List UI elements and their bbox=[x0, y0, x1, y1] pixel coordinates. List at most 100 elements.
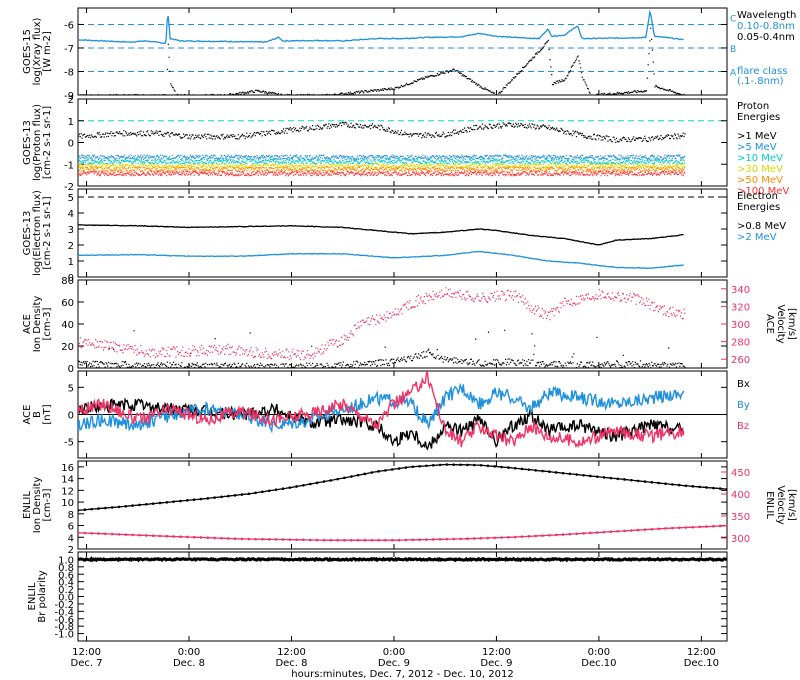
series-marker bbox=[513, 466, 517, 470]
series-marker bbox=[274, 538, 278, 541]
series-marker bbox=[671, 558, 674, 561]
series-marker bbox=[295, 558, 298, 561]
series-marker bbox=[636, 479, 640, 483]
series-marker bbox=[431, 538, 435, 541]
series-marker bbox=[630, 478, 633, 482]
legend-entry: >100 MeV bbox=[737, 186, 789, 197]
series-group bbox=[78, 556, 727, 563]
series-marker bbox=[589, 531, 592, 535]
y-tick-label-right: 280 bbox=[731, 338, 750, 349]
series-marker bbox=[623, 478, 626, 481]
series-marker bbox=[541, 469, 544, 473]
series-marker bbox=[411, 538, 415, 542]
series-marker bbox=[602, 558, 606, 561]
panel-goes13-electron: 0 1 2 3 4 5 GOES-13 log(Electron flux) [cm-2 s-1… bbox=[22, 188, 786, 284]
series-marker bbox=[97, 507, 100, 510]
series-marker bbox=[267, 489, 271, 493]
series-marker bbox=[261, 558, 264, 561]
series-marker bbox=[411, 465, 415, 469]
series-marker bbox=[411, 558, 415, 561]
panel-goes13-proton: -2 -1 0 1 2 GOES-13 log(Proton flux) [cm-2 s-1 … bbox=[22, 95, 789, 197]
panel-goes15-xray: C B A -9 -8 -7 -6 GOES-15 log(Xray flux) [W m-2] W… bbox=[22, 7, 796, 102]
series-marker bbox=[554, 471, 558, 474]
series-marker bbox=[363, 472, 367, 476]
series-marker bbox=[684, 484, 688, 488]
series-marker bbox=[486, 464, 490, 468]
series-marker bbox=[397, 558, 401, 561]
series-marker bbox=[97, 532, 100, 535]
series-marker bbox=[609, 530, 613, 534]
series-marker bbox=[145, 502, 148, 506]
y-axis-label: [nT] bbox=[42, 404, 53, 424]
legend-entry: >50 MeV bbox=[737, 175, 783, 186]
series-marker bbox=[117, 558, 121, 561]
series-marker bbox=[281, 538, 285, 541]
series-marker bbox=[527, 468, 531, 471]
series-marker bbox=[226, 494, 230, 498]
series-marker bbox=[479, 463, 483, 467]
series-marker bbox=[308, 538, 312, 542]
series-marker bbox=[206, 558, 210, 561]
y-axis-label: [cm-3] bbox=[42, 488, 53, 521]
series-marker bbox=[254, 558, 257, 561]
series-marker bbox=[725, 524, 727, 527]
series-marker bbox=[192, 535, 196, 539]
y-axis-label: [cm-3] bbox=[42, 307, 53, 340]
y-tick-label: 2 bbox=[68, 95, 74, 106]
series-marker bbox=[466, 537, 469, 541]
series-marker bbox=[684, 526, 688, 529]
series-marker bbox=[370, 558, 374, 561]
x-tick-label-time: 12:00 bbox=[72, 647, 101, 658]
y-tick-label: 1 bbox=[68, 117, 74, 128]
series-marker bbox=[507, 535, 510, 539]
series-marker bbox=[705, 486, 708, 489]
x-tick-label-time: 0:00 bbox=[588, 647, 610, 658]
series-marker bbox=[404, 538, 408, 542]
series-marker bbox=[712, 558, 715, 561]
y-tick-label-right: 260 bbox=[731, 355, 750, 366]
series-marker bbox=[138, 533, 141, 537]
y-tick-label: 8 bbox=[68, 510, 74, 521]
series-marker bbox=[589, 558, 592, 561]
series-marker bbox=[384, 558, 387, 561]
series-marker bbox=[712, 486, 715, 490]
x-tick-label-date: Dec. 7 bbox=[71, 658, 103, 669]
series-marker bbox=[363, 538, 367, 542]
series-marker bbox=[650, 527, 654, 531]
series-marker bbox=[370, 471, 374, 474]
series-marker bbox=[657, 481, 660, 485]
y-axis-label: GOES-15 bbox=[22, 29, 33, 74]
series-marker bbox=[254, 491, 257, 495]
y-tick-label: 0.0 bbox=[58, 593, 74, 604]
x-tick-label-date: Dec.10 bbox=[581, 658, 616, 669]
series-marker bbox=[363, 558, 367, 561]
series-line-08mev bbox=[78, 224, 684, 246]
legend-entry: 0.05-0.4nm bbox=[737, 32, 795, 43]
panel-frame bbox=[77, 460, 728, 550]
panel-enlil-polarity: -1.0-0.8-0.6-0.4-0.20.00.20.40.60.81.0 EN… bbox=[27, 551, 728, 642]
series-marker bbox=[404, 558, 408, 561]
y-axis-label-right: ACE bbox=[764, 314, 775, 334]
series-marker bbox=[472, 463, 476, 467]
panel-ace-b: -5 0 5 ACE B [nT] Bx By Bz bbox=[22, 370, 750, 459]
series-marker bbox=[568, 472, 572, 476]
series-marker bbox=[725, 487, 727, 491]
series-marker bbox=[418, 464, 421, 468]
y-tick-label: 0.2 bbox=[58, 585, 74, 596]
series-marker bbox=[206, 536, 210, 540]
series-marker bbox=[295, 485, 298, 488]
y-axis-label-right: ENLIL bbox=[764, 491, 775, 519]
series-marker bbox=[589, 474, 592, 478]
series-marker bbox=[718, 558, 722, 561]
series-marker bbox=[650, 558, 654, 561]
series-marker bbox=[192, 558, 196, 561]
series-marker bbox=[643, 558, 647, 561]
series-marker bbox=[322, 538, 326, 542]
y-axis-label-right: [km/s] bbox=[786, 489, 797, 521]
y-axis-label: ENLIL bbox=[27, 582, 38, 610]
y-axis-label: [cm-2 s-1 sr-1] bbox=[42, 196, 53, 269]
series-marker bbox=[582, 473, 585, 477]
series-marker bbox=[677, 483, 681, 487]
series-marker bbox=[459, 537, 462, 541]
